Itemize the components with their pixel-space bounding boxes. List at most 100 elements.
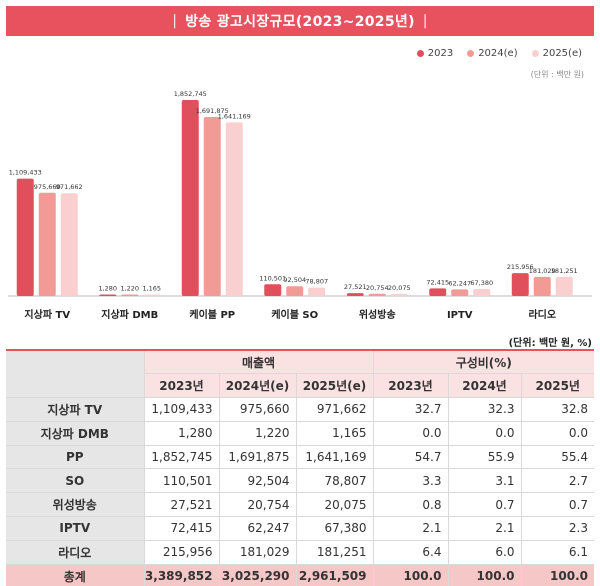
data-label: 1,280: [98, 285, 117, 293]
table-cell: 2.7: [520, 468, 594, 494]
bar-2023: [346, 293, 364, 296]
legend-item-2023: 2023: [416, 48, 454, 59]
row-label: 총계: [6, 564, 144, 586]
legend-label-2025: 2025(e): [542, 48, 582, 59]
data-label: 975,660: [34, 183, 61, 191]
table-cell: 32.8: [520, 397, 594, 422]
table-cell: 100.0: [520, 564, 594, 586]
legend-label-2023: 2023: [427, 48, 454, 59]
table-cell: 92,504: [218, 468, 296, 494]
table-unit-label: (단위: 백만 원, %): [508, 338, 592, 349]
bar-2025e: [555, 276, 573, 296]
title-right-mark: |: [422, 13, 428, 29]
row-label: 라디오: [6, 540, 144, 565]
table-cell: 0.7: [520, 492, 594, 518]
table-cell: 3.3: [372, 468, 448, 494]
table-cell: 0.0: [520, 421, 594, 446]
bar-2024e: [203, 117, 221, 296]
data-label: 72,415: [426, 278, 449, 286]
data-label: 1,109,433: [9, 169, 42, 177]
category-label: 지상파 TV: [24, 308, 70, 321]
bar-2024e: [368, 293, 386, 296]
bar-2023: [181, 100, 199, 296]
data-label: 181,029: [529, 267, 556, 275]
bar-2023: [429, 288, 447, 296]
header-year: 2025년(e): [295, 373, 373, 399]
table-cell: 181,029: [218, 540, 296, 565]
table-cell: 1,280: [143, 421, 219, 446]
category-label: 케이블 SO: [271, 308, 318, 321]
header-year: 2024년(e): [218, 373, 296, 399]
table-row: 위성방송 27,521 20,754 20,075 0.8 0.7 0.7: [6, 492, 594, 518]
table-cell: 20,075: [295, 492, 373, 518]
bar-2025e: [390, 293, 408, 296]
table-row: SO 110,501 92,504 78,807 3.3 3.1 2.7: [6, 468, 594, 494]
bar-2025e: [143, 294, 161, 296]
data-label: 215,956: [507, 263, 534, 271]
data-label: 67,380: [470, 279, 493, 287]
table-cell: 62,247: [218, 516, 296, 541]
table-row: 지상파 DMB 1,280 1,220 1,165 0.0 0.0 0.0: [6, 421, 594, 446]
bar-2024e: [451, 289, 469, 296]
bar-2025e: [308, 287, 326, 296]
category-label: 위성방송: [359, 308, 396, 321]
table-cell: 1,165: [295, 421, 373, 446]
bar-2025e: [473, 288, 491, 296]
table-cell: 1,852,745: [143, 445, 219, 470]
chart-title-bar: | 방송 광고시장규모(2023~2025년) |: [6, 6, 594, 36]
chart-legend: 2023 2024(e) 2025(e): [416, 48, 582, 59]
category-label: 지상파 DMB: [101, 308, 158, 321]
table-corner-cell: [6, 349, 144, 399]
table-cell: 215,956: [143, 540, 219, 565]
bar-2024e: [38, 192, 56, 296]
data-label: 92,504: [283, 276, 306, 284]
data-table: 매출액 구성비(%) 2023년 2024년(e) 2025년(e) 2023년…: [6, 349, 594, 586]
legend-label-2024: 2024(e): [478, 48, 518, 59]
bar-2023: [511, 273, 529, 296]
data-label: 1,220: [120, 285, 139, 293]
header-share: 구성비(%): [372, 349, 594, 375]
header-year: 2024년: [447, 373, 521, 399]
header-year: 2023년: [143, 373, 219, 399]
bar-2023: [264, 284, 282, 296]
table-cell: 78,807: [295, 468, 373, 494]
data-label: 1,165: [142, 285, 161, 293]
table-cell: 32.3: [447, 397, 521, 422]
table-year-header-row: 2023년 2024년(e) 2025년(e) 2023년 2024년 2025…: [6, 373, 594, 399]
table-cell: 1,220: [218, 421, 296, 446]
table-cell: 55.4: [520, 445, 594, 470]
table-cell: 6.1: [520, 540, 594, 565]
table-row: IPTV 72,415 62,247 67,380 2.1 2.1 2.3: [6, 516, 594, 541]
table-cell: 67,380: [295, 516, 373, 541]
bar-2024e: [121, 294, 139, 296]
category-label: 케이블 PP: [189, 308, 235, 321]
data-label: 181,251: [551, 267, 578, 275]
data-label: 20,075: [388, 284, 411, 292]
data-label: 27,521: [344, 283, 367, 291]
table-cell: 971,662: [295, 397, 373, 422]
chart-unit-label: (단위 : 백만 원): [530, 70, 584, 79]
table-cell: 72,415: [143, 516, 219, 541]
table-cell: 100.0: [372, 564, 448, 586]
legend-dot-2023: [416, 50, 424, 57]
legend-item-2024: 2024(e): [467, 48, 518, 59]
table-row: PP 1,852,745 1,691,875 1,641,169 54.7 55.9 55.…: [6, 445, 594, 470]
row-label: SO: [6, 468, 144, 494]
table-cell: 54.7: [372, 445, 448, 470]
table-cell: 1,641,169: [295, 445, 373, 470]
data-label: 1,641,169: [218, 112, 251, 120]
header-year: 2025년: [520, 373, 594, 399]
bar-2023: [99, 294, 117, 296]
table-cell: 3,025,290: [218, 564, 296, 586]
table-cell: 110,501: [143, 468, 219, 494]
data-label: 1,852,745: [174, 90, 207, 98]
table-cell: 2.3: [520, 516, 594, 541]
bar-2025e: [60, 193, 78, 296]
row-label: 위성방송: [6, 492, 144, 518]
table-cell: 20,754: [218, 492, 296, 518]
table-cell: 3.1: [447, 468, 521, 494]
table-total-row: 총계 3,389,852 3,025,290 2,961,509 100.0 100.0 1…: [6, 564, 594, 586]
data-label: 78,807: [305, 278, 328, 286]
table-cell: 1,691,875: [218, 445, 296, 470]
